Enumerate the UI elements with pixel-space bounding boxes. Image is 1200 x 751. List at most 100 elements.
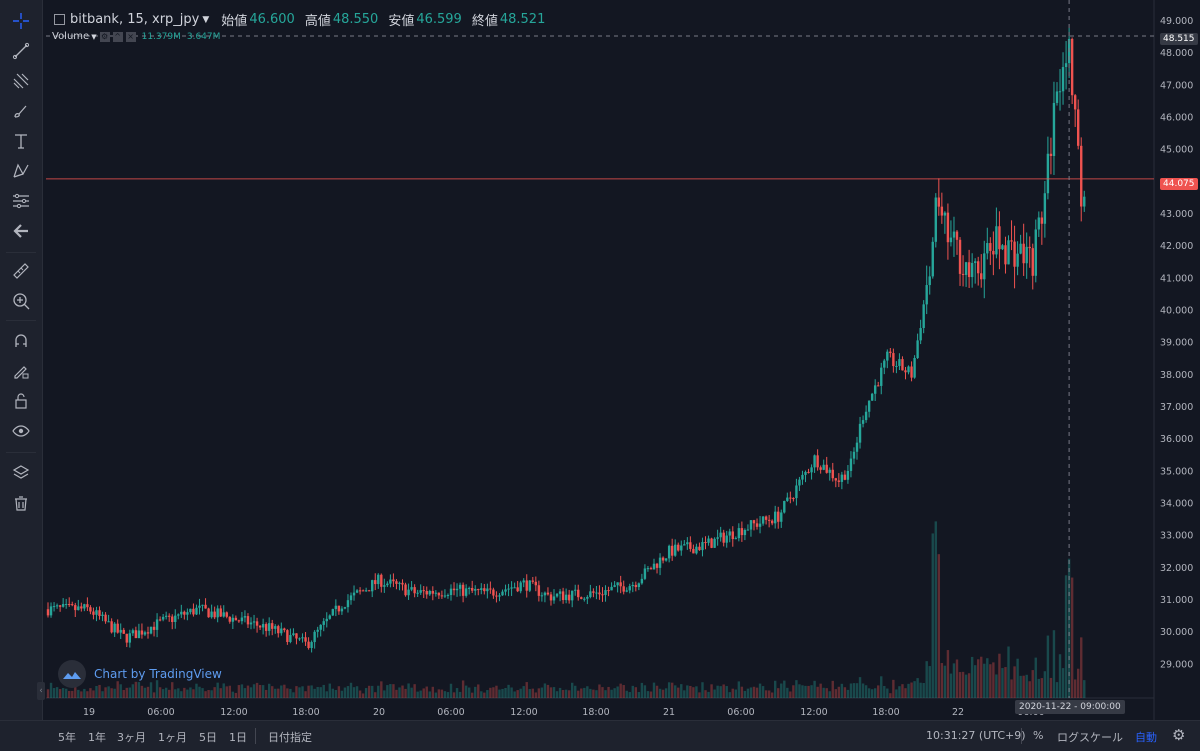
close-icon[interactable]: × bbox=[125, 31, 136, 42]
volume-bar bbox=[798, 684, 801, 698]
magnet-icon[interactable] bbox=[7, 328, 35, 354]
candle-body bbox=[474, 589, 477, 591]
candle-body bbox=[631, 584, 634, 587]
unlock-icon[interactable] bbox=[7, 388, 35, 414]
candle-body bbox=[737, 528, 741, 539]
candle-body bbox=[322, 621, 325, 625]
layers-icon[interactable] bbox=[7, 460, 35, 486]
volume-bar bbox=[973, 665, 977, 698]
volume-bar bbox=[455, 688, 459, 698]
candle-body bbox=[574, 589, 577, 591]
chart-area[interactable]: 29.000 30.000 31.000 32.000 33.000 34.000 35.0… bbox=[46, 0, 1200, 720]
candle-body bbox=[913, 358, 916, 378]
chevron-down-icon[interactable]: ▼ bbox=[202, 14, 210, 25]
y-tick-label: 30.000 bbox=[1160, 627, 1193, 638]
candle-body bbox=[328, 615, 331, 619]
candle-body bbox=[161, 616, 165, 620]
volume-bar bbox=[192, 689, 195, 698]
candle-body bbox=[622, 586, 625, 592]
tradingview-watermark[interactable]: Chart by TradingView bbox=[58, 660, 222, 688]
crosshair-icon[interactable] bbox=[7, 8, 35, 34]
volume-bar bbox=[895, 689, 898, 698]
candle-body bbox=[731, 531, 734, 540]
volume-bar bbox=[183, 687, 186, 698]
auto-scale-button[interactable]: 自動 bbox=[1135, 731, 1157, 744]
volume-bar bbox=[637, 692, 641, 698]
volume-bar bbox=[674, 685, 677, 698]
hide-icon[interactable]: ^ bbox=[112, 31, 123, 42]
candle-body bbox=[846, 470, 850, 480]
candle-body bbox=[74, 605, 77, 611]
symbol-title[interactable]: bitbank, 15, xrp_jpy bbox=[70, 12, 200, 27]
settings-icon[interactable]: ⚙ bbox=[99, 31, 110, 42]
candle-body bbox=[625, 590, 628, 592]
forecast-icon[interactable] bbox=[7, 188, 35, 214]
volume-bar bbox=[707, 691, 710, 698]
clock[interactable]: 10:31:27 (UTC+9) bbox=[926, 729, 1026, 742]
volume-bar bbox=[1028, 681, 1031, 698]
volume-bar bbox=[155, 680, 159, 698]
candle-body bbox=[516, 587, 519, 592]
zoom-in-icon[interactable] bbox=[7, 288, 35, 314]
volume-bar bbox=[110, 688, 113, 698]
candle-body bbox=[743, 529, 747, 536]
volume-bar bbox=[698, 692, 701, 698]
volume-bar bbox=[319, 687, 322, 698]
candle-body bbox=[261, 624, 265, 628]
collapse-legend-icon[interactable] bbox=[54, 14, 65, 25]
volume-bar bbox=[510, 687, 513, 698]
eye-icon[interactable] bbox=[7, 418, 35, 444]
chevron-down-icon[interactable]: ▼ bbox=[91, 32, 97, 41]
volume-bar bbox=[68, 690, 71, 698]
back-arrow-icon[interactable] bbox=[7, 218, 35, 244]
y-tick-label: 33.000 bbox=[1160, 531, 1193, 542]
range-1m[interactable]: 1ヶ月 bbox=[158, 731, 187, 744]
gear-icon[interactable]: ⚙ bbox=[1172, 726, 1186, 744]
range-5y[interactable]: 5年 bbox=[58, 731, 76, 744]
volume-bar bbox=[977, 659, 980, 698]
volume-bar bbox=[528, 689, 531, 698]
volume-bar bbox=[486, 690, 489, 698]
percent-scale-button[interactable]: % bbox=[1033, 729, 1044, 742]
trash-icon[interactable] bbox=[7, 490, 35, 516]
candle-body bbox=[295, 633, 298, 639]
range-3m[interactable]: 3ヶ月 bbox=[117, 731, 146, 744]
volume-bar bbox=[825, 688, 828, 698]
lock-drawing-icon[interactable] bbox=[7, 358, 35, 384]
volume-bar bbox=[80, 691, 83, 698]
range-5d[interactable]: 5日 bbox=[199, 731, 217, 744]
volume-bar bbox=[140, 685, 144, 698]
x-tick-label: 22 bbox=[952, 707, 964, 718]
volume-bar bbox=[513, 691, 516, 698]
volume-bar bbox=[719, 686, 722, 698]
candle-body bbox=[989, 243, 992, 251]
y-tick-label: 48.000 bbox=[1160, 48, 1193, 59]
range-1d[interactable]: 1日 bbox=[229, 731, 247, 744]
brush-icon[interactable] bbox=[7, 98, 35, 124]
volume-bar bbox=[1058, 654, 1062, 698]
ruler-icon[interactable] bbox=[7, 258, 35, 284]
collapse-toolbar-button[interactable]: ‹ bbox=[37, 682, 45, 700]
candle-body bbox=[704, 542, 707, 544]
pattern-icon[interactable] bbox=[7, 158, 35, 184]
candle-body bbox=[852, 451, 856, 459]
candle-body bbox=[1037, 217, 1041, 230]
candle-body bbox=[440, 595, 444, 597]
price-chart[interactable]: 29.000 30.000 31.000 32.000 33.000 34.000 35.0… bbox=[46, 0, 1200, 720]
log-scale-button[interactable]: ログスケール bbox=[1057, 731, 1123, 744]
volume-label[interactable]: Volume bbox=[52, 31, 90, 42]
range-1y[interactable]: 1年 bbox=[88, 731, 106, 744]
candle-body bbox=[252, 621, 256, 623]
volume-bar bbox=[928, 666, 931, 698]
candle-body bbox=[916, 340, 919, 359]
text-icon[interactable] bbox=[7, 128, 35, 154]
volume-bar bbox=[355, 686, 359, 698]
volume-bar bbox=[74, 686, 77, 698]
volume-bar bbox=[828, 691, 831, 698]
trendline-icon[interactable] bbox=[7, 38, 35, 64]
pitchfork-icon[interactable] bbox=[7, 68, 35, 94]
goto-date-button[interactable]: 日付指定 bbox=[268, 731, 312, 744]
volume-bar bbox=[219, 688, 222, 698]
y-tick-label: 35.000 bbox=[1160, 466, 1193, 477]
candle-body bbox=[168, 615, 171, 617]
